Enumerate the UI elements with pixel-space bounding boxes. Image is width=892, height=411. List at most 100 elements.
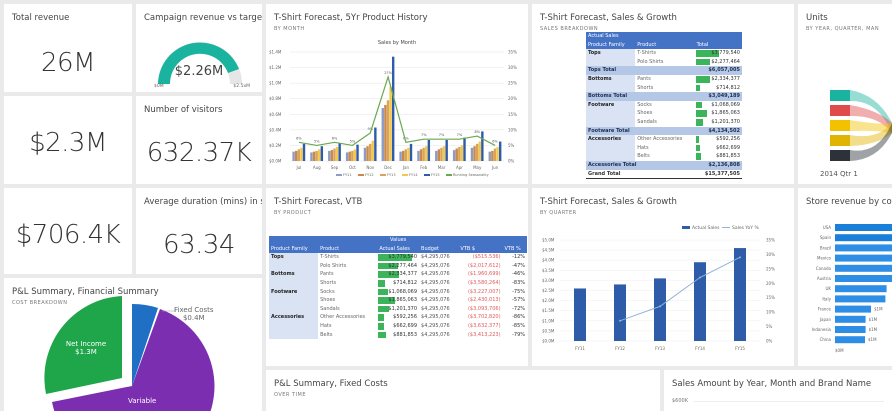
svg-text:5%: 5% (508, 143, 515, 148)
svg-text:$0.8M: $0.8M (269, 96, 282, 101)
svg-text:10%: 10% (766, 310, 775, 315)
svg-text:Jan: Jan (402, 165, 410, 170)
financial-summary-tile[interactable]: P&L Summary, Financial Summary COST BREA… (4, 278, 262, 411)
tile-subtitle: BY QUARTER (540, 210, 577, 216)
svg-text:7%: 7% (439, 133, 445, 137)
history-chart-tile[interactable]: T-Shirt Forecast, 5Yr Product History BY… (266, 4, 528, 184)
table-row: Tops T-Shirts $3,779,540 (586, 49, 740, 58)
svg-text:Jun: Jun (491, 165, 499, 170)
column-header: Product (318, 244, 378, 254)
tile-subtitle: OVER TIME (274, 392, 306, 398)
tile-title: Total revenue (12, 13, 70, 23)
svg-text:25%: 25% (766, 266, 775, 271)
svg-text:$1M: $1M (869, 317, 878, 322)
chart-title: Sales by Month (377, 40, 417, 46)
tile-title: Sales Amount by Year, Month and Brand Na… (672, 379, 872, 389)
store-revenue-tile[interactable]: Store revenue by co USA Spain Brazil Mexico… (798, 188, 892, 366)
subtotal-row: Accessories Total $2,136,808 (586, 160, 742, 170)
svg-text:China: China (820, 337, 832, 342)
gridline (694, 401, 884, 402)
svg-text:$0.0M: $0.0M (542, 339, 555, 344)
subtotal-row: Tops Total $6,057,005 (586, 66, 742, 75)
tile-title: Average duration (mins) in s... (144, 197, 262, 207)
kpi-706k-tile[interactable]: $706.4K (4, 188, 132, 274)
svg-text:USA: USA (823, 225, 832, 230)
svg-text:Mar: Mar (438, 165, 446, 170)
svg-text:Oct: Oct (349, 165, 356, 170)
table-row: Belts $881,853 (586, 152, 742, 161)
svg-text:Austria: Austria (817, 276, 832, 281)
svg-text:$1.0M: $1.0M (269, 81, 282, 86)
svg-text:Japan: Japan (819, 317, 832, 322)
column-header: VTB $ (458, 244, 503, 254)
sales-growth-chart: Actual Sales Sales YoY % $0.0M $0.5M $1.0M $1… (542, 225, 775, 351)
fixed-costs-tile[interactable]: P&L Summary, Fixed Costs OVER TIME (266, 370, 660, 411)
tile-subtitle: BY PRODUCT (274, 210, 312, 216)
column-header: Product Family (269, 244, 319, 254)
tile-subtitle: BY MONTH (274, 26, 305, 32)
avg-duration-tile[interactable]: Average duration (mins) in s... 63.34 (136, 188, 262, 274)
svg-text:$1.4M: $1.4M (269, 50, 282, 55)
svg-text:$3.5M: $3.5M (542, 268, 555, 273)
svg-text:5%: 5% (314, 139, 320, 143)
tile-title: T-Shirt Forecast, Sales & Growth (540, 197, 677, 207)
svg-text:8%: 8% (474, 130, 480, 134)
svg-text:$0.6M: $0.6M (269, 112, 282, 117)
svg-text:$0.4M: $0.4M (269, 127, 282, 132)
svg-text:FY15: FY15 (735, 346, 745, 351)
sales-breakdown-matrix: Actual Sales Product Family Product Total To… (586, 32, 742, 179)
kpi-value: 26M (40, 48, 96, 78)
svg-text:Sales YoY %: Sales YoY % (732, 225, 759, 231)
kpi-2-3m-tile[interactable]: $2.3M (4, 96, 132, 184)
sales-amount-tile[interactable]: Sales Amount by Year, Month and Brand Na… (664, 370, 892, 411)
svg-text:$0.2M: $0.2M (269, 143, 282, 148)
table-row: Polo Shirts $2,277,464 (586, 57, 742, 67)
svg-text:7%: 7% (457, 133, 463, 137)
total-revenue-tile[interactable]: Total revenue 26M (4, 4, 132, 92)
store-revenue-chart: USA Spain Brazil Mexico Canada Austria UK Italy… (812, 224, 892, 353)
svg-text:$0M: $0M (835, 348, 844, 353)
campaign-gauge-tile[interactable]: Campaign revenue vs target $2.26M $0M $2… (136, 4, 262, 92)
table-row: Bottoms Pants $2,334,377 $4,295,076 ($1,960,… (269, 270, 525, 279)
svg-text:15%: 15% (766, 295, 775, 300)
svg-text:5%: 5% (766, 324, 773, 329)
axis-label: $600K (672, 398, 689, 404)
svg-text:30%: 30% (508, 65, 517, 70)
gauge-min: $0M (154, 84, 164, 89)
table-row: Shoes $1,865,063 (586, 109, 742, 118)
kpi-value: $706.4K (15, 220, 121, 250)
units-tile[interactable]: Units BY YEAR, QUARTER, MAN 2014 Qtr 1 (798, 4, 892, 184)
table-row: Footware Socks $1,068,069 (586, 100, 740, 110)
sales-breakdown-tile[interactable]: T-Shirt Forecast, Sales & Growth SALES B… (532, 4, 794, 184)
pie-label-fixed: Fixed Costs $0.4M (174, 306, 214, 322)
svg-text:FY14: FY14 (695, 346, 705, 351)
subtotal-row: Bottoms Total $3,049,189 (586, 92, 742, 101)
svg-text:6%: 6% (403, 136, 409, 140)
column-header: Budget (419, 244, 459, 254)
grand-total-row: Grand Total $15,377,505 (586, 170, 742, 179)
svg-text:Spain: Spain (820, 235, 832, 240)
svg-text:Italy: Italy (822, 296, 831, 301)
table-row: Sandals $1,201,370 $4,295,076 ($3,093,706) -… (269, 304, 527, 314)
pie-label-variable: Variable (128, 397, 157, 405)
table-row: Hats $662,699 (586, 143, 742, 153)
svg-text:Feb: Feb (420, 165, 428, 170)
svg-text:0%: 0% (766, 339, 773, 344)
vtb-tile[interactable]: T-Shirt Forecast, VTB BY PRODUCT Values P… (266, 188, 528, 366)
visitors-tile[interactable]: Number of visitors 632.37K (136, 96, 262, 184)
tile-title: Campaign revenue vs target (144, 13, 262, 23)
svg-text:$1M: $1M (869, 327, 878, 332)
svg-text:$2.5M: $2.5M (542, 288, 555, 293)
svg-text:FY12: FY12 (615, 346, 625, 351)
quarter-chart-tile[interactable]: T-Shirt Forecast, Sales & Growth BY QUAR… (532, 188, 794, 366)
tile-title: Units (806, 13, 828, 23)
table-row: Shorts $714,812 $4,295,076 ($3,580,264) -83% (269, 278, 527, 288)
svg-text:$1M: $1M (874, 307, 883, 312)
header-actual-sales: Actual Sales (586, 32, 742, 41)
svg-text:$1.0M: $1.0M (542, 318, 555, 323)
tile-subtitle: SALES BREAKDOWN (540, 26, 599, 32)
subtotal-row: Footware Total $4,134,502 (586, 126, 742, 136)
column-header: Total (694, 40, 742, 50)
kpi-value: 632.37K (146, 138, 252, 168)
svg-text:$3.0M: $3.0M (542, 278, 555, 283)
